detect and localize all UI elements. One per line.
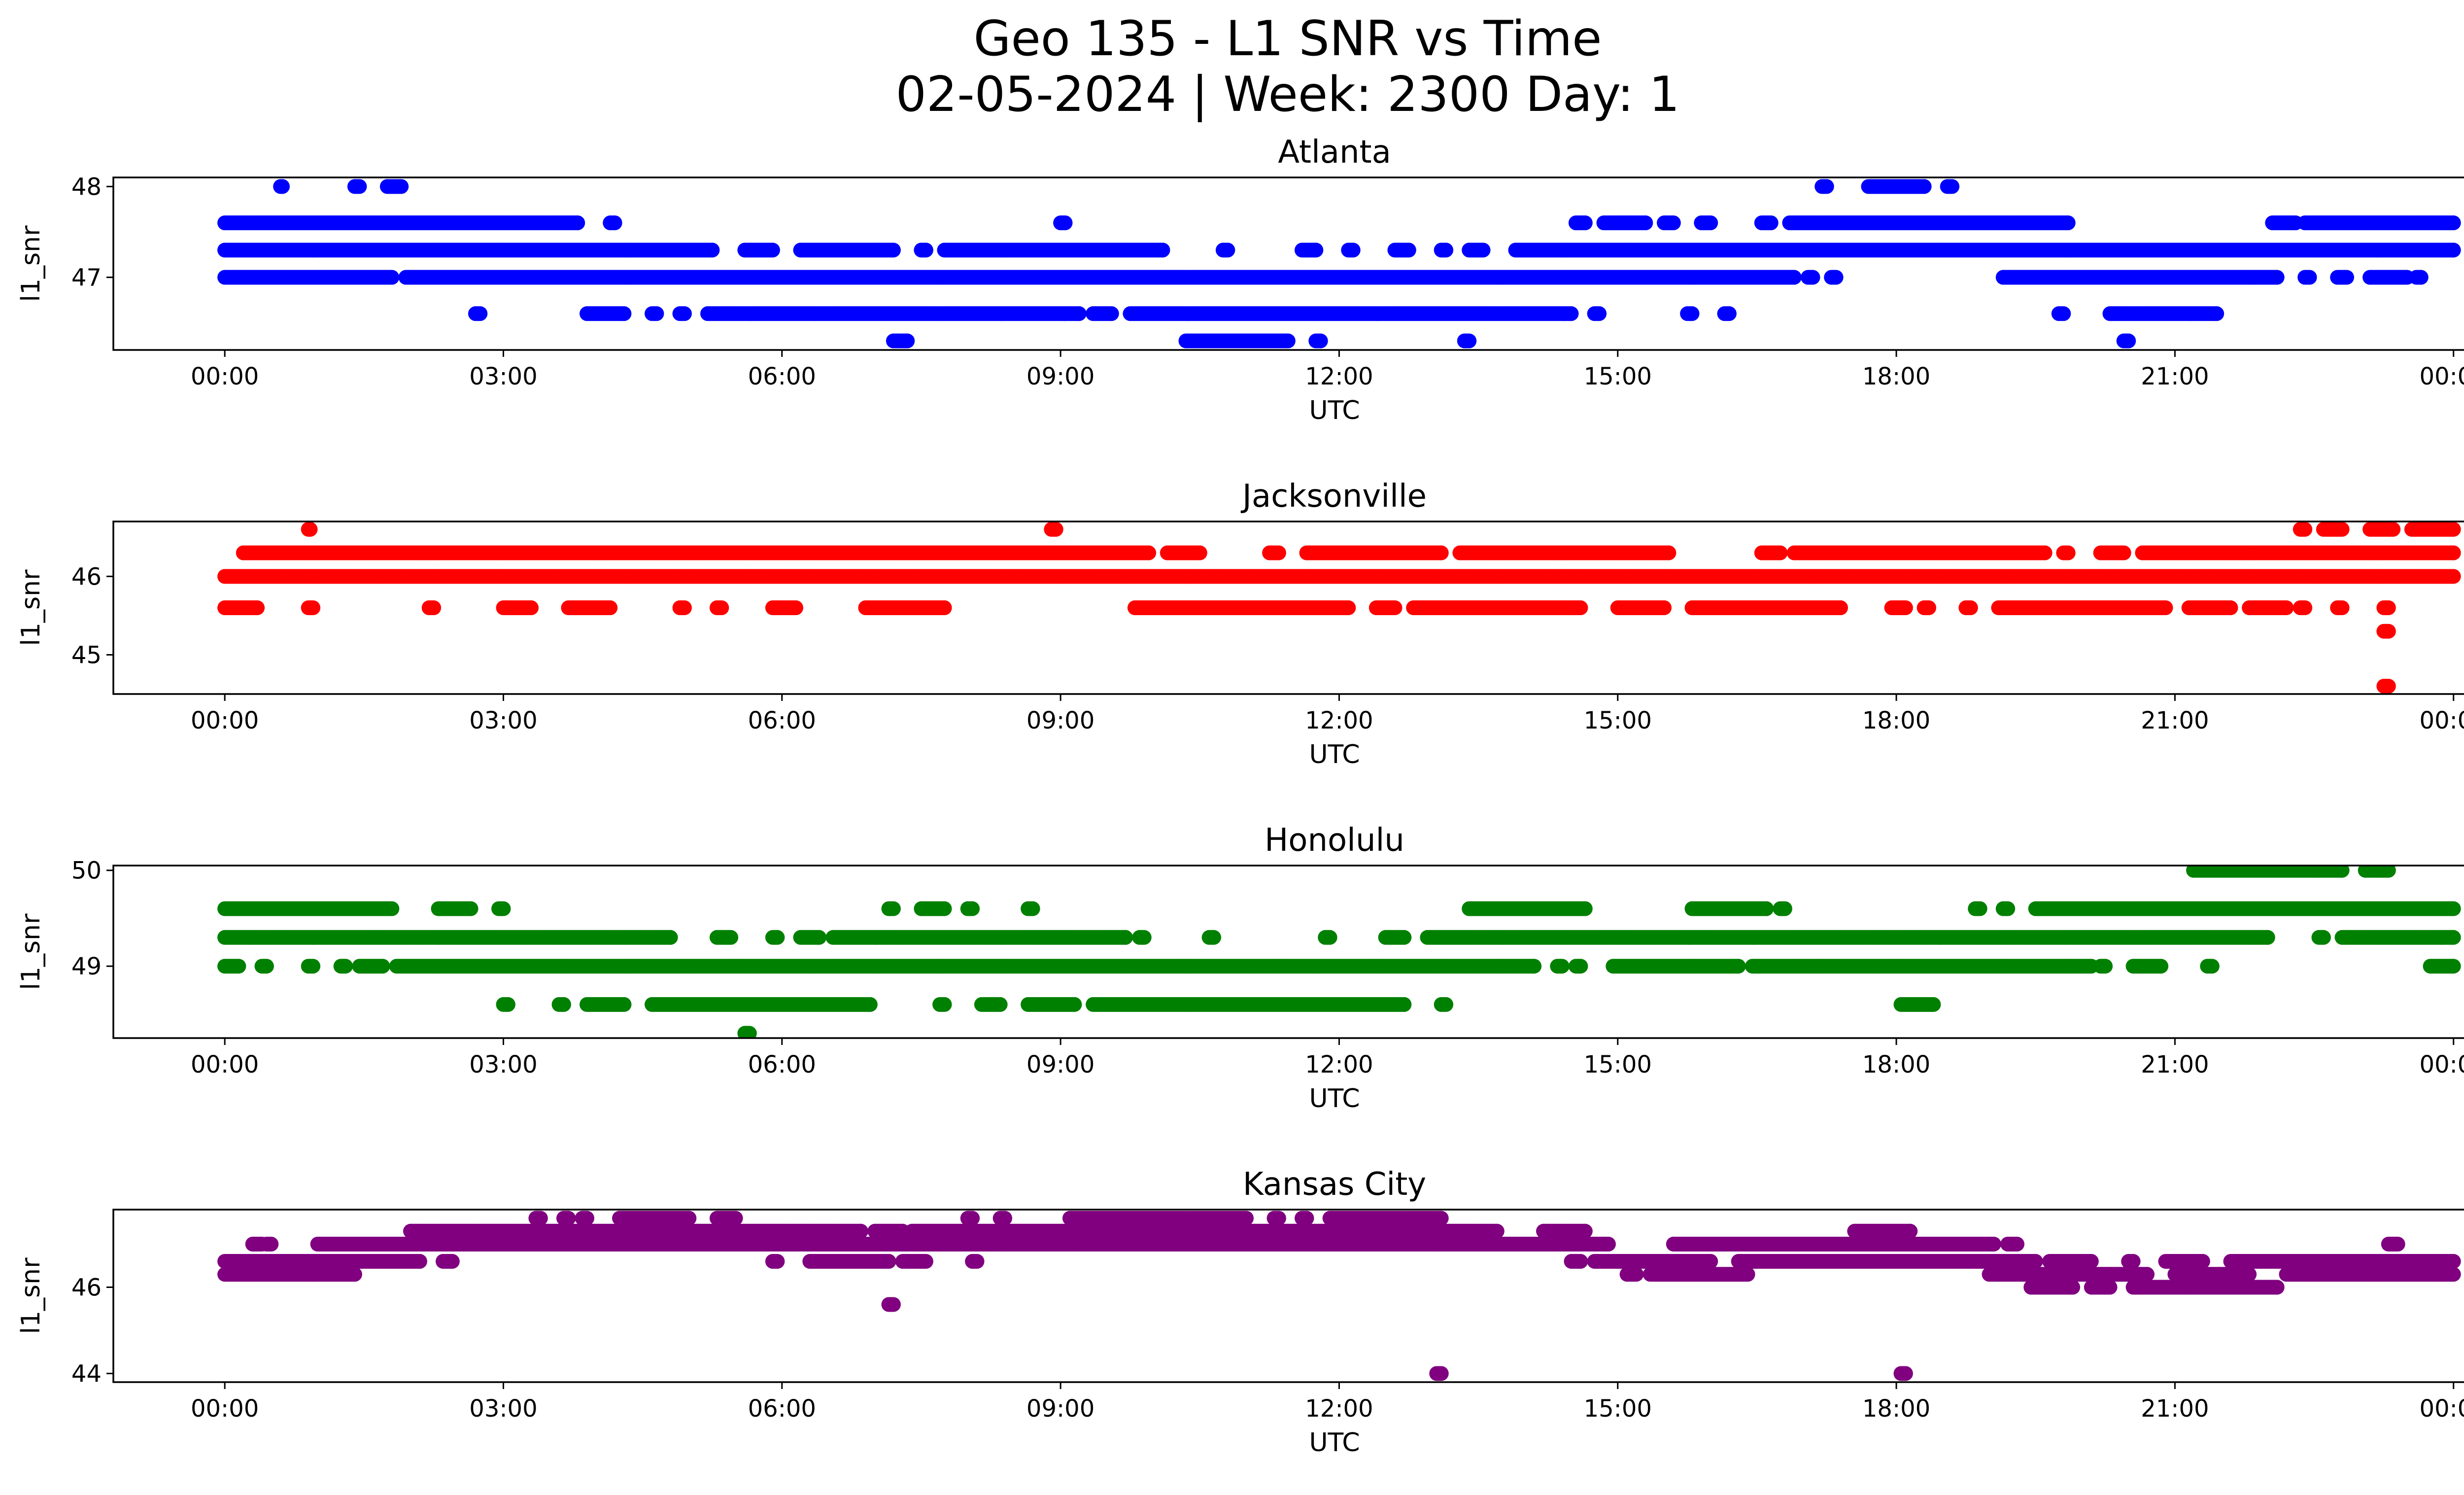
- data-point: [352, 179, 367, 194]
- data-point: [2209, 306, 2224, 321]
- data-point: [2037, 545, 2053, 560]
- axes-frame: [112, 176, 2464, 351]
- data-point: [2121, 333, 2136, 348]
- x-tick-label: 09:00: [1027, 363, 1095, 390]
- x-tick-label: 12:00: [1305, 363, 1373, 390]
- data-point: [1703, 215, 1718, 231]
- data-point: [275, 179, 290, 194]
- data-point: [1666, 215, 1681, 231]
- data-point: [1345, 243, 1361, 258]
- data-point: [1819, 179, 1834, 194]
- data-point: [1577, 215, 1593, 231]
- data-point: [765, 243, 780, 258]
- data-point: [1141, 545, 1157, 560]
- data-point: [1475, 243, 1491, 258]
- data-point: [705, 243, 720, 258]
- data-point: [2302, 270, 2317, 285]
- data-point: [900, 333, 915, 348]
- data-point: [616, 306, 632, 321]
- y-tick-label: 47: [71, 264, 102, 292]
- data-point: [1684, 306, 1700, 321]
- data-point: [2413, 270, 2429, 285]
- scatter-series: [217, 179, 2461, 348]
- subplot-atlanta: Atlanta 00:00 03:00 06:00 09:00 12:00 15:00 18:…: [16, 134, 2464, 425]
- data-point: [2297, 522, 2313, 537]
- figure-title-line1: Geo 135 - L1 SNR vs Time: [973, 11, 1602, 67]
- data-point: [2056, 306, 2071, 321]
- data-point: [1661, 545, 1677, 560]
- x-tick-label: 21:00: [2141, 363, 2209, 390]
- data-point: [2386, 522, 2401, 537]
- data-point: [1071, 306, 1087, 321]
- data-point: [303, 522, 318, 537]
- x-tick-label: 15:00: [1584, 363, 1652, 390]
- data-point: [649, 306, 664, 321]
- subplot-title: Atlanta: [1278, 134, 1391, 171]
- data-point: [1280, 333, 1296, 348]
- data-point: [1438, 243, 1454, 258]
- data-point: [607, 215, 622, 231]
- data-point: [1308, 243, 1324, 258]
- data-point: [570, 215, 585, 231]
- x-tick-label: 06:00: [748, 363, 816, 390]
- data-point: [473, 306, 488, 321]
- data-point: [1462, 333, 1477, 348]
- data-point: [1313, 333, 1328, 348]
- x-tick-label: 18:00: [1862, 363, 1930, 390]
- data-point: [1220, 243, 1235, 258]
- data-point: [2446, 215, 2461, 231]
- data-point: [1155, 243, 1170, 258]
- y-tick-label: 48: [71, 173, 102, 201]
- data-point: [1271, 545, 1286, 560]
- data-point: [2339, 270, 2354, 285]
- data-point: [2060, 215, 2076, 231]
- data-point: [1945, 179, 1960, 194]
- data-point: [1434, 545, 1449, 560]
- data-point: [1048, 522, 1063, 537]
- data-point: [1192, 545, 1207, 560]
- data-point: [384, 270, 400, 285]
- x-tick-label: 00:00: [191, 363, 259, 390]
- scatter-series: [217, 522, 2461, 694]
- data-point: [2446, 522, 2461, 537]
- data-point: [1401, 243, 1416, 258]
- x-axis-label: UTC: [1309, 396, 1360, 425]
- data-point: [2446, 243, 2461, 258]
- data-point: [1638, 215, 1653, 231]
- data-point: [1828, 270, 1844, 285]
- figure-title-line2: 02-05-2024 | Week: 2300 Day: 1: [895, 67, 1680, 123]
- data-point: [1104, 306, 1119, 321]
- y-axis-label: l1_snr: [16, 225, 46, 302]
- data-point: [394, 179, 409, 194]
- data-point: [886, 243, 901, 258]
- data-point: [1773, 545, 1788, 560]
- data-point: [2269, 270, 2285, 285]
- x-tick-label: 00:00: [2420, 363, 2464, 390]
- data-point: [2060, 545, 2076, 560]
- data-point: [1592, 306, 1607, 321]
- subplot-title: Jacksonville: [1240, 478, 1427, 515]
- data-point: [918, 243, 933, 258]
- data-point: [2334, 522, 2350, 537]
- data-point: [1763, 215, 1779, 231]
- data-point: [1916, 179, 1932, 194]
- data-point: [1564, 306, 1579, 321]
- data-point: [1786, 270, 1802, 285]
- data-point: [677, 306, 692, 321]
- data-point: [2116, 545, 2131, 560]
- data-point: [1805, 270, 1820, 285]
- x-tick-label: 03:00: [469, 363, 537, 390]
- data-point: [1058, 215, 1073, 231]
- data-point: [1721, 306, 1737, 321]
